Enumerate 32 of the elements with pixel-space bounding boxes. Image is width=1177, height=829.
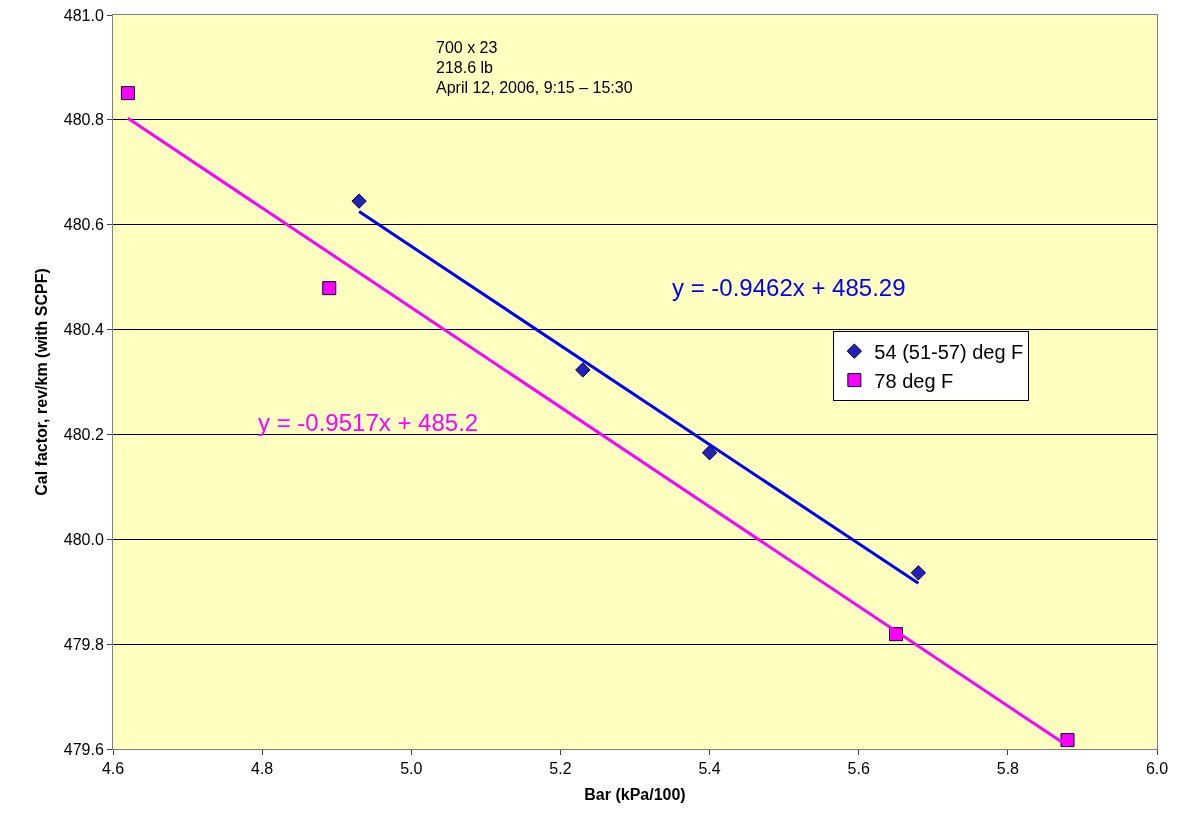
y-tick-label: 480.2 [63, 426, 104, 444]
y-tick-label: 480.4 [63, 321, 104, 339]
x-tick-label: 4.8 [251, 760, 274, 778]
y-tick-label: 481.0 [63, 6, 104, 24]
y-tick-label: 480.8 [63, 111, 104, 129]
point [120, 86, 135, 101]
legend-label: 78 deg F [874, 369, 954, 392]
text: y = -0.9462x + 485.29 [672, 274, 906, 301]
x-tick-label: 5.2 [549, 760, 572, 778]
x-tick-label: 4.6 [101, 760, 125, 778]
point [910, 565, 927, 581]
x-tick-label: 5.4 [698, 760, 721, 778]
annotation: 218.6 lb [436, 59, 494, 76]
y-tick-label: 480.0 [63, 530, 104, 548]
point [322, 281, 337, 296]
y-tick-label: 479.8 [63, 635, 104, 653]
y-tick-label: 479.6 [63, 740, 104, 758]
legend-label: 54 (51-57) deg F [874, 340, 1024, 363]
x-tick-label: 5.8 [996, 760, 1020, 778]
y-tick-label: 480.6 [63, 216, 104, 234]
x-tick-label: 6.0 [1145, 760, 1169, 778]
point [575, 362, 591, 378]
annotation: 700 x 23 [436, 39, 498, 56]
y-axis-title: Cal factor, rev/km (with SCPF) [32, 268, 50, 496]
series-label: y = -0.9517x + 485.2 [258, 409, 479, 436]
point [701, 445, 718, 461]
point [351, 193, 367, 209]
annotation: April 12, 2006, 9:15 – 15:30 [436, 79, 633, 96]
x-tick-label: 5.0 [400, 760, 423, 778]
x-axis-title: Bar (kPa/100) [584, 785, 686, 803]
x-tick-label: 5.6 [847, 760, 870, 778]
point [1060, 733, 1075, 748]
